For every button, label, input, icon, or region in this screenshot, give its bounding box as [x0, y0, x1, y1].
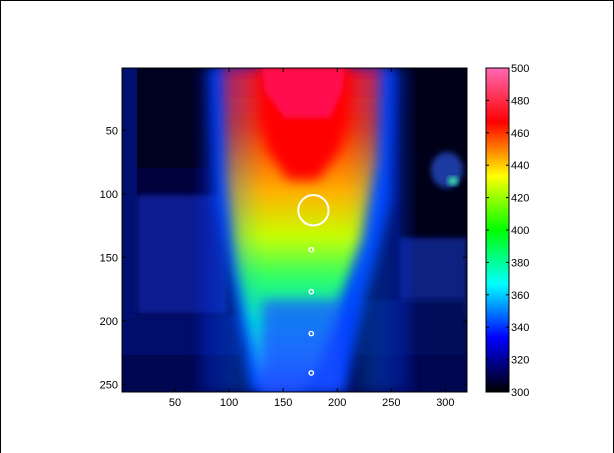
y-tick-label: 150: [100, 252, 118, 264]
colorbar-tick-label: 320: [511, 355, 529, 367]
x-tick-label: 100: [220, 397, 238, 409]
measurement-circle-small: [308, 330, 315, 337]
measurement-circle-small: [308, 370, 315, 376]
colorbar-tick-label: 440: [511, 160, 529, 172]
colorbar-tick-label: 400: [511, 225, 529, 237]
measurement-circle-small: [308, 246, 315, 253]
colorbar-tick-label: 500: [511, 63, 529, 75]
plot-box: [121, 67, 468, 393]
x-tick-label: 50: [169, 397, 181, 409]
y-axis: 50 100 150 200 250: [100, 125, 467, 391]
y-tick-label: 200: [100, 316, 118, 328]
heatmap-plot-area: [122, 68, 467, 392]
x-axis: 50 100 150 200 250 300: [169, 68, 455, 409]
y-tick-label: 100: [100, 189, 118, 201]
x-tick-label: 300: [436, 397, 454, 409]
left-wall-structure: [122, 68, 137, 392]
right-hot-spot: [448, 177, 458, 185]
colorbar-ticks: 300 320 340 360 380 400 420 440 460 480 500: [486, 63, 529, 399]
left-panel: [137, 68, 209, 168]
x-tick-label: 150: [274, 397, 292, 409]
y-tick-label: 250: [100, 379, 118, 391]
right-panel: [400, 68, 467, 238]
colorbar-tick-label: 460: [511, 128, 529, 140]
measurement-circle-large: [297, 194, 330, 227]
colorbar: 300 320 340 360 380 400 420 440 460 480 500: [485, 63, 529, 399]
x-tick-label: 250: [382, 397, 400, 409]
colorbar-tick-label: 380: [511, 257, 529, 269]
colorbar-tick-label: 360: [511, 290, 529, 302]
colorbar-tick-label: 300: [511, 387, 529, 399]
measurement-circle-small: [308, 288, 315, 295]
colorbar-gradient: [485, 67, 510, 393]
right-hot-object: [431, 152, 463, 188]
x-tick-label: 200: [328, 397, 346, 409]
lower-column-glow: [262, 300, 342, 392]
colorbar-tick-label: 340: [511, 322, 529, 334]
colorbar-tick-label: 480: [511, 95, 529, 107]
y-tick-label: 50: [106, 125, 118, 137]
colorbar-tick-label: 420: [511, 193, 529, 205]
